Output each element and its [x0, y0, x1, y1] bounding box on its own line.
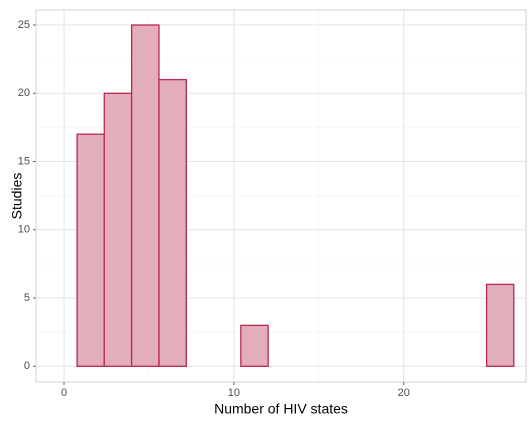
y-tick-label: 0 [24, 360, 30, 372]
bar [240, 324, 269, 367]
y-tick-label: 10 [18, 224, 30, 236]
y-axis-title: Studies [9, 173, 25, 220]
bar [130, 24, 160, 367]
y-tick-label: 20 [18, 87, 30, 99]
x-axis-title: Number of HIV states [214, 401, 348, 417]
bar [76, 133, 105, 367]
bar [103, 92, 133, 367]
x-tick-label: 20 [398, 387, 410, 399]
bar [158, 78, 187, 367]
panel-border [35, 9, 527, 383]
y-tick-label: 5 [24, 292, 30, 304]
y-tick-label: 25 [18, 19, 30, 31]
x-tick-label: 0 [61, 387, 67, 399]
y-tick-label: 15 [18, 155, 30, 167]
bar [485, 283, 515, 367]
x-tick-label: 10 [228, 387, 240, 399]
